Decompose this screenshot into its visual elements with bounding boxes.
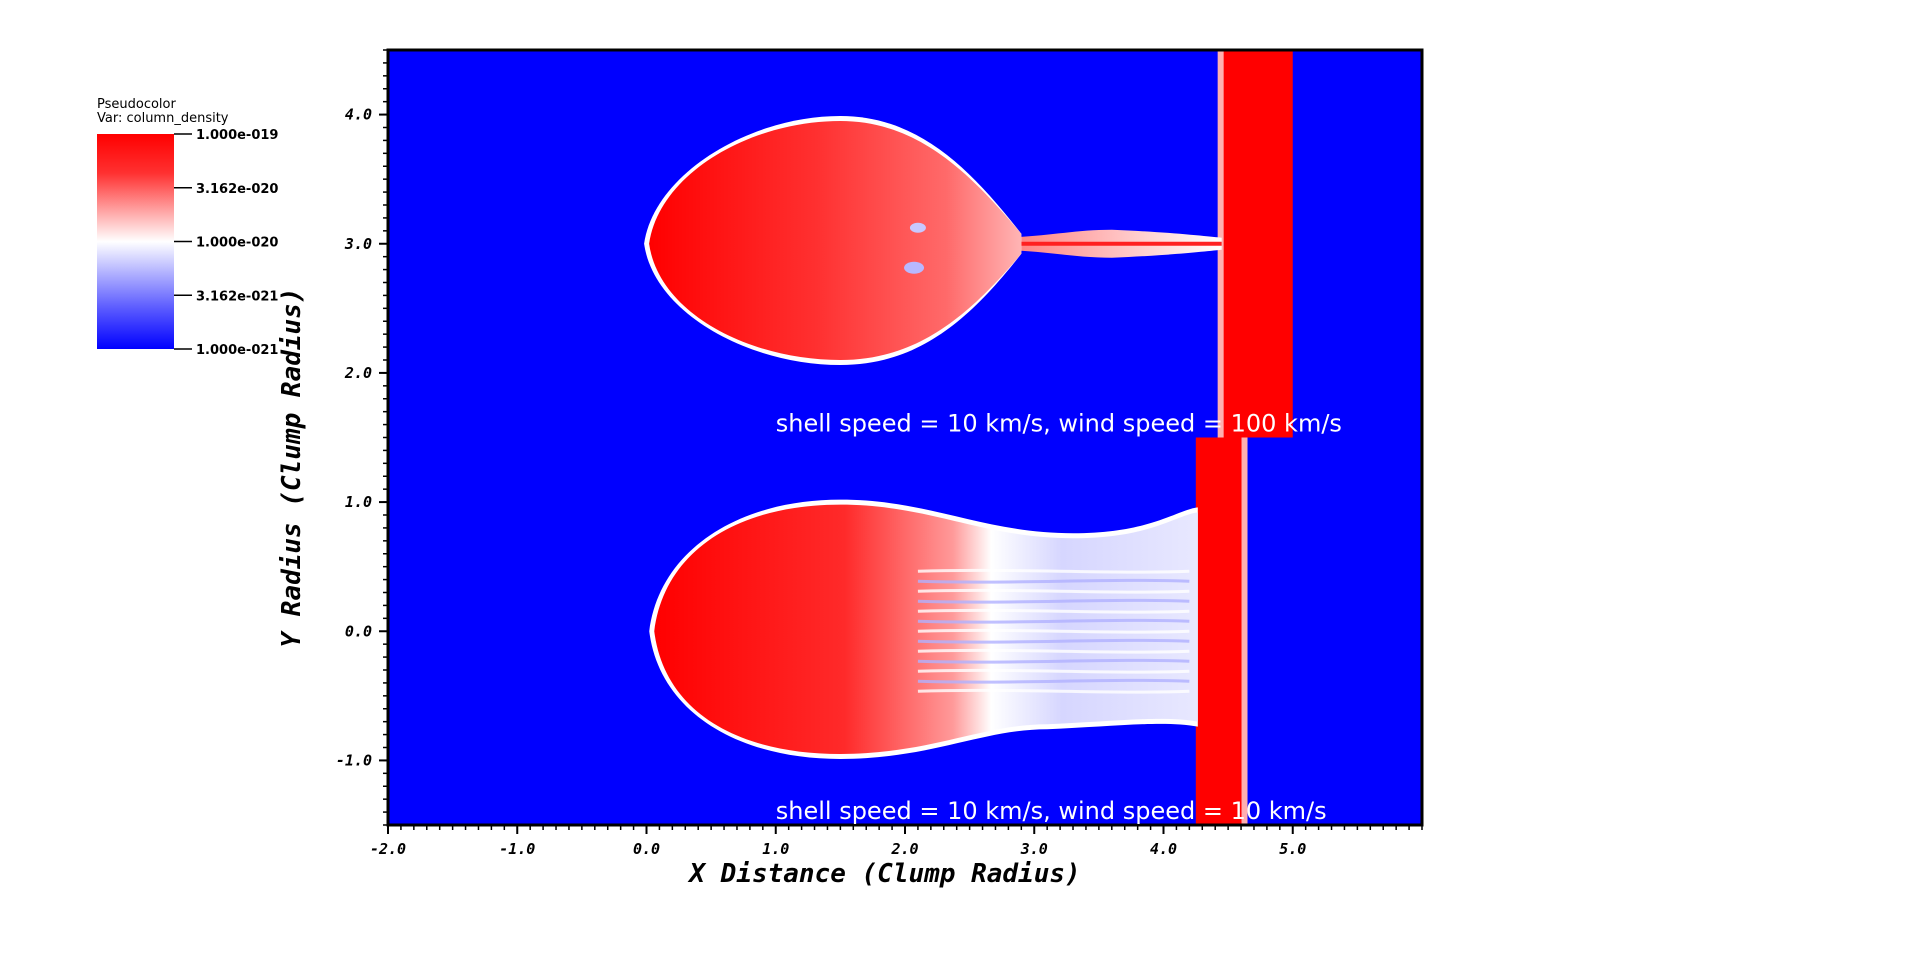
x-tick-label: 3.0 [1020,840,1048,858]
colorbar-tick-label: 1.000e-020 [196,236,278,251]
shell-bottom [1195,437,1248,825]
colorbar-tick-label: 3.162e-020 [196,182,278,197]
x-tick-label: 0.0 [633,840,660,858]
colorbar [97,134,174,349]
y-tick-label: 3.0 [344,235,372,253]
tail-streak [917,628,1190,634]
colorbar-tick-label: 1.000e-019 [196,128,278,143]
tail-streak [917,678,1190,684]
density-field [644,50,1293,825]
y-tick-label: 2.0 [344,364,372,382]
tail-streak [917,608,1190,614]
tail-streak [917,648,1190,654]
tail-streak [917,638,1190,644]
tail-streak [917,578,1190,584]
shell-bottom-edge [1241,437,1248,825]
panel-caption-top: shell speed = 10 km/s, wind speed = 100 … [776,410,1342,438]
clump-body-top [649,121,1022,361]
panel-captions: shell speed = 10 km/s, wind speed = 100 … [776,410,1342,826]
tail-streak [917,568,1190,574]
pocket-top-2 [904,261,925,274]
y-tick-label: 0.0 [345,622,372,640]
plot-area [386,48,1424,827]
colorbar-tick-label: 1.000e-021 [196,343,278,358]
colorbar-legend: Pseudocolor Var: column_density 1.000e-0… [97,97,278,358]
panel-caption-bottom: shell speed = 10 km/s, wind speed = 10 k… [776,797,1327,825]
tail-streak [917,658,1190,664]
x-tick-label: 5.0 [1279,840,1306,858]
y-tick-label: -1.0 [336,751,372,769]
pocket-top-1 [909,222,926,233]
shell-top [1221,50,1293,438]
x-tick-label: -2.0 [370,840,406,858]
x-axis: -2.0 -1.0 0.0 1.0 2.0 3.0 4.0 5.0 [370,825,1423,858]
y-axis-title: Y Radius (Clump Radius) [277,287,307,647]
colorbar-ticks: 1.000e-019 3.162e-020 1.000e-020 3.162e-021… [174,128,278,358]
tail-streak [917,618,1190,624]
tail-streak [917,588,1190,594]
x-tick-label: 1.0 [762,840,789,858]
tail-streak [917,598,1190,604]
tail-streak [917,688,1190,694]
tail-streak [917,668,1190,674]
x-tick-label: -1.0 [499,840,535,858]
clump-body-bottom [654,504,1198,754]
y-axis: -1.0 0.0 1.0 2.0 3.0 4.0 [336,49,388,826]
legend-variable: Var: column_density [97,111,229,126]
x-tick-label: 2.0 [890,840,918,858]
y-tick-label: 1.0 [345,493,372,511]
colorbar-tick-label: 3.162e-021 [196,289,278,304]
legend-title: Pseudocolor [97,97,176,112]
x-tick-label: 4.0 [1150,840,1177,858]
y-tick-label: 4.0 [345,106,372,124]
x-axis-title: X Distance (Clump Radius) [687,859,1080,889]
